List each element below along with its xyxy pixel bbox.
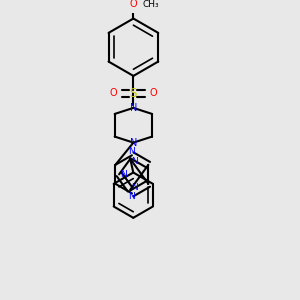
Text: N: N [130, 103, 137, 113]
Text: CH₃: CH₃ [142, 0, 159, 8]
Text: O: O [110, 88, 117, 98]
Text: N: N [131, 183, 138, 192]
Text: N: N [128, 193, 135, 202]
Text: N: N [131, 157, 138, 166]
Text: N: N [130, 138, 137, 148]
Text: O: O [149, 88, 157, 98]
Text: S: S [130, 87, 137, 100]
Text: N: N [121, 170, 127, 179]
Text: O: O [130, 0, 137, 9]
Text: N: N [128, 147, 135, 156]
